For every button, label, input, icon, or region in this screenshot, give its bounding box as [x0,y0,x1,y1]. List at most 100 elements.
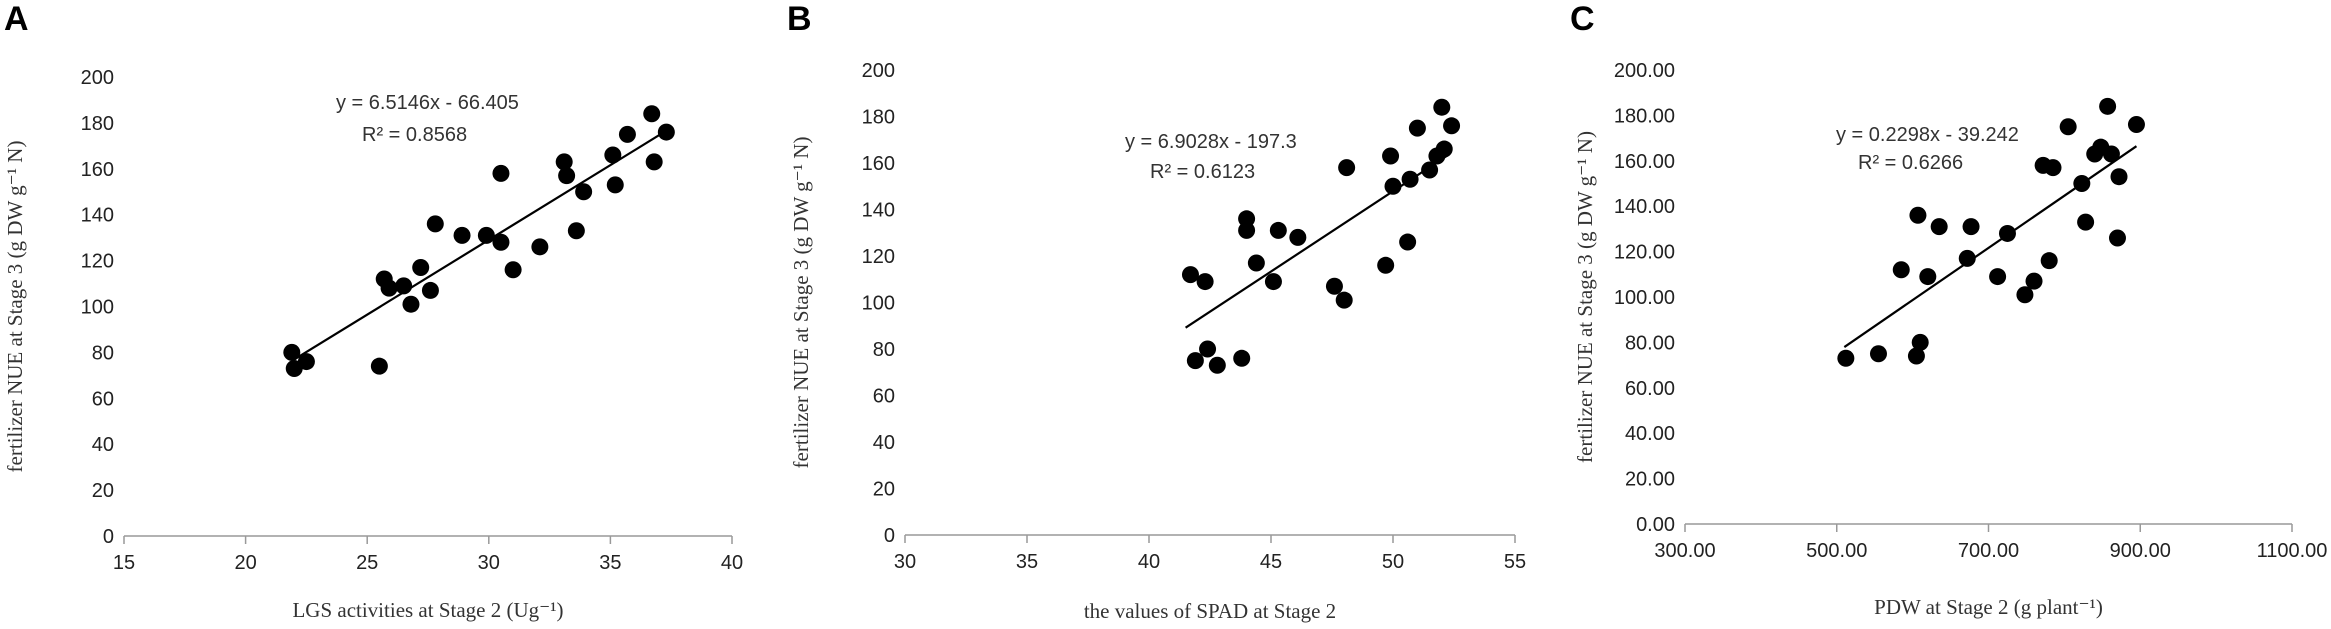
data-point [1335,291,1353,309]
y-axis-label: fertilizer NUE at Stage 3 (g DW g⁻¹ N) [1573,131,1597,463]
y-tick-label: 20 [873,479,895,501]
data-point [2016,286,2034,304]
x-tick-labels: 15 20 25 30 35 40 [113,536,743,574]
y-axis-label: fertilizer NUE at Stage 3 (g DW g⁻¹ N) [3,141,27,473]
x-tick-label: 30 [894,551,916,573]
data-point [380,279,398,297]
data-point [1907,347,1925,365]
panel-b: B 0 20 40 60 80 100 120 140 160 180 200 30 35 40 45 50… [787,0,1526,623]
x-tick-label: 300.00 [1654,540,1715,562]
data-point [2059,118,2077,136]
data-point [1892,261,1910,279]
x-tick-label: 700.00 [1958,540,2019,562]
data-point [283,343,301,361]
x-tick-label: 500.00 [1806,540,1867,562]
x-tick-label: 15 [113,552,135,574]
data-point [426,215,444,233]
y-tick-labels: 0 20 40 60 80 100 120 140 160 180 200 [862,60,895,547]
x-tick-label: 20 [234,552,256,574]
data-point [477,226,495,244]
r-squared-label: R² = 0.8568 [362,124,467,146]
data-point [575,183,593,201]
data-point [1911,333,1929,351]
data-point [1325,277,1343,295]
y-tick-label: 0.00 [1636,514,1675,536]
trendline [293,129,667,361]
y-tick-label: 40 [873,432,895,454]
data-point [657,123,675,141]
r-squared-label: R² = 0.6123 [1150,161,1255,183]
data-point [606,176,624,194]
y-tick-label: 60 [873,386,895,408]
panel-letter-c: C [1570,0,1595,38]
data-point [2110,168,2128,186]
regression-equation: y = 0.2298x - 39.242 [1836,124,2019,146]
data-point [1408,119,1426,137]
data-point [402,295,420,313]
y-tick-label: 180 [81,113,114,135]
y-tick-label: 40 [92,434,114,456]
data-point [1377,256,1395,274]
data-point [2102,145,2120,163]
y-tick-label: 0 [884,525,895,547]
data-point [1962,218,1980,236]
data-point [1435,140,1453,158]
data-point [1443,117,1461,135]
data-point [395,277,413,295]
y-tick-label: 60 [92,388,114,410]
y-tick-label: 140 [81,205,114,227]
panel-letter-a: A [4,0,29,38]
data-point [370,357,388,375]
x-axis-label: LGS activities at Stage 2 (Ug⁻¹) [292,598,563,622]
data-point [1919,268,1937,286]
data-point [1186,352,1204,370]
data-point [1289,228,1307,246]
y-tick-label: 80 [873,339,895,361]
x-tick-labels: 300.00 500.00 700.00 900.00 1100.00 [1654,524,2327,562]
data-point [2073,175,2091,192]
data-point [1421,161,1439,179]
x-tick-label: 55 [1504,551,1526,573]
data-point [1233,349,1251,367]
y-tick-label: 20.00 [1625,469,1675,491]
data-point [421,281,439,299]
y-tick-label: 160 [81,159,114,181]
data-point [1264,273,1282,291]
data-point [1238,221,1256,239]
data-point [504,261,522,279]
data-point [643,105,661,123]
y-tick-label: 140 [862,200,895,222]
data-point [412,258,430,276]
data-points [1837,97,2145,367]
data-point [453,226,471,244]
data-point [555,153,573,171]
data-point [1989,268,2007,286]
y-tick-label: 200 [862,60,895,82]
y-tick-labels: 0 20 40 60 80 100 120 140 160 180 200 [81,67,114,548]
y-tick-label: 120 [81,251,114,273]
data-point [618,125,636,143]
data-point [1247,254,1265,272]
regression-equation: y = 6.5146x - 66.405 [336,92,519,114]
y-tick-label: 100 [81,297,114,319]
data-points [1181,98,1461,374]
y-tick-labels: 0.00 20.00 40.00 60.00 80.00 100.00 120.00 140.… [1614,60,1675,536]
r-squared-label: R² = 0.6266 [1858,152,1963,174]
y-axis-label: fertilizer NUE at Stage 3 (g DW g⁻¹ N) [789,137,813,469]
data-points [283,105,675,377]
y-tick-label: 200 [81,67,114,89]
panel-letter-b: B [787,0,812,38]
data-point [1208,356,1226,374]
data-point [492,233,510,251]
y-tick-label: 160 [862,153,895,175]
data-point [1998,224,2016,242]
y-tick-label: 60.00 [1625,378,1675,400]
data-point [2077,213,2095,231]
data-point [492,164,510,182]
y-tick-label: 80.00 [1625,332,1675,354]
data-point [1399,233,1417,251]
y-tick-label: 120.00 [1614,242,1675,264]
x-tick-label: 40 [721,552,743,574]
x-tick-label: 25 [356,552,378,574]
data-point [1384,177,1402,195]
